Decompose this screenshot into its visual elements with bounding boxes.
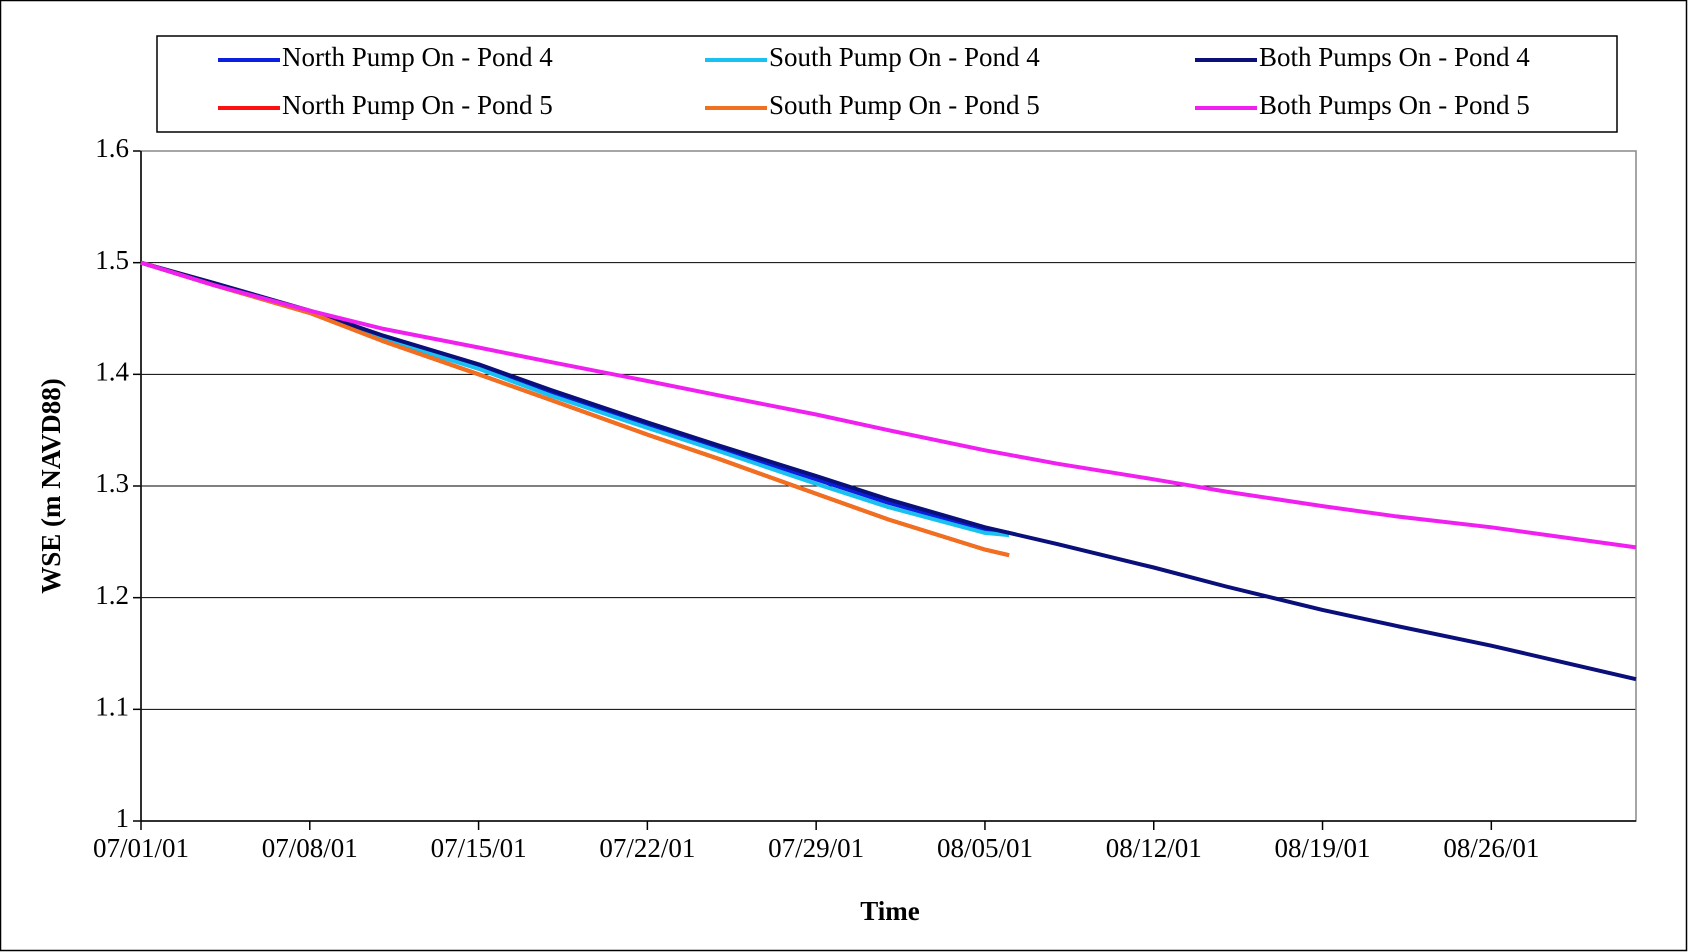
legend [156,35,1618,133]
x-tick-label: 07/08/01 [262,833,358,863]
legend-label: North Pump On - Pond 4 [282,42,553,72]
series-line [140,260,1637,682]
x-tick-label: 08/19/01 [1275,833,1371,863]
x-tick-label: 07/01/01 [93,833,189,863]
x-axis-label: Time [860,896,920,926]
legend-label: North Pump On - Pond 5 [282,90,553,120]
y-tick-label: 1 [116,803,130,833]
legend-label: Both Pumps On - Pond 4 [1259,42,1530,72]
x-tick-label: 08/26/01 [1443,833,1539,863]
x-tick-label: 07/22/01 [599,833,695,863]
y-tick-label: 1.1 [95,692,129,722]
y-axis-label: WSE (m NAVD88) [36,378,66,594]
legend-label: South Pump On - Pond 5 [769,90,1040,120]
y-tick-label: 1.3 [95,468,129,498]
x-tick-label: 07/29/01 [768,833,864,863]
y-tick-label: 1.4 [95,357,129,387]
legend-label: Both Pumps On - Pond 5 [1259,90,1530,120]
y-tick-label: 1.2 [95,580,129,610]
legend-label: South Pump On - Pond 4 [769,42,1040,72]
x-tick-label: 07/15/01 [431,833,527,863]
y-tick-label: 1.6 [95,133,129,163]
series-line [140,260,1637,550]
x-tick-label: 08/12/01 [1106,833,1202,863]
x-tick-label: 08/05/01 [937,833,1033,863]
y-tick-label: 1.5 [95,245,129,275]
